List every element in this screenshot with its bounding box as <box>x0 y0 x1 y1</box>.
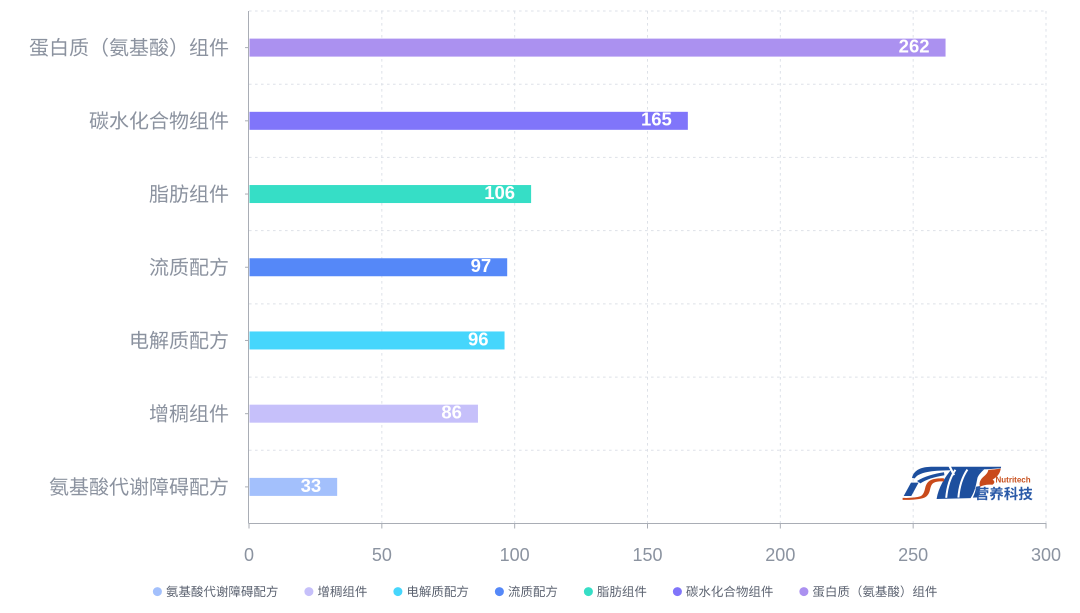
svg-text:165: 165 <box>641 109 672 130</box>
svg-text:86: 86 <box>441 402 462 423</box>
svg-text:300: 300 <box>1031 545 1061 565</box>
svg-text:50: 50 <box>372 545 392 565</box>
svg-text:250: 250 <box>898 545 928 565</box>
svg-text:100: 100 <box>500 545 530 565</box>
svg-text:96: 96 <box>468 328 489 349</box>
svg-text:200: 200 <box>765 545 795 565</box>
svg-text:97: 97 <box>471 255 492 276</box>
svg-text:262: 262 <box>899 36 930 57</box>
svg-text:106: 106 <box>484 182 515 203</box>
svg-text:33: 33 <box>301 475 322 496</box>
svg-text:0: 0 <box>244 545 254 565</box>
svg-text:Nutritech: Nutritech <box>996 476 1031 485</box>
svg-text:150: 150 <box>632 545 662 565</box>
